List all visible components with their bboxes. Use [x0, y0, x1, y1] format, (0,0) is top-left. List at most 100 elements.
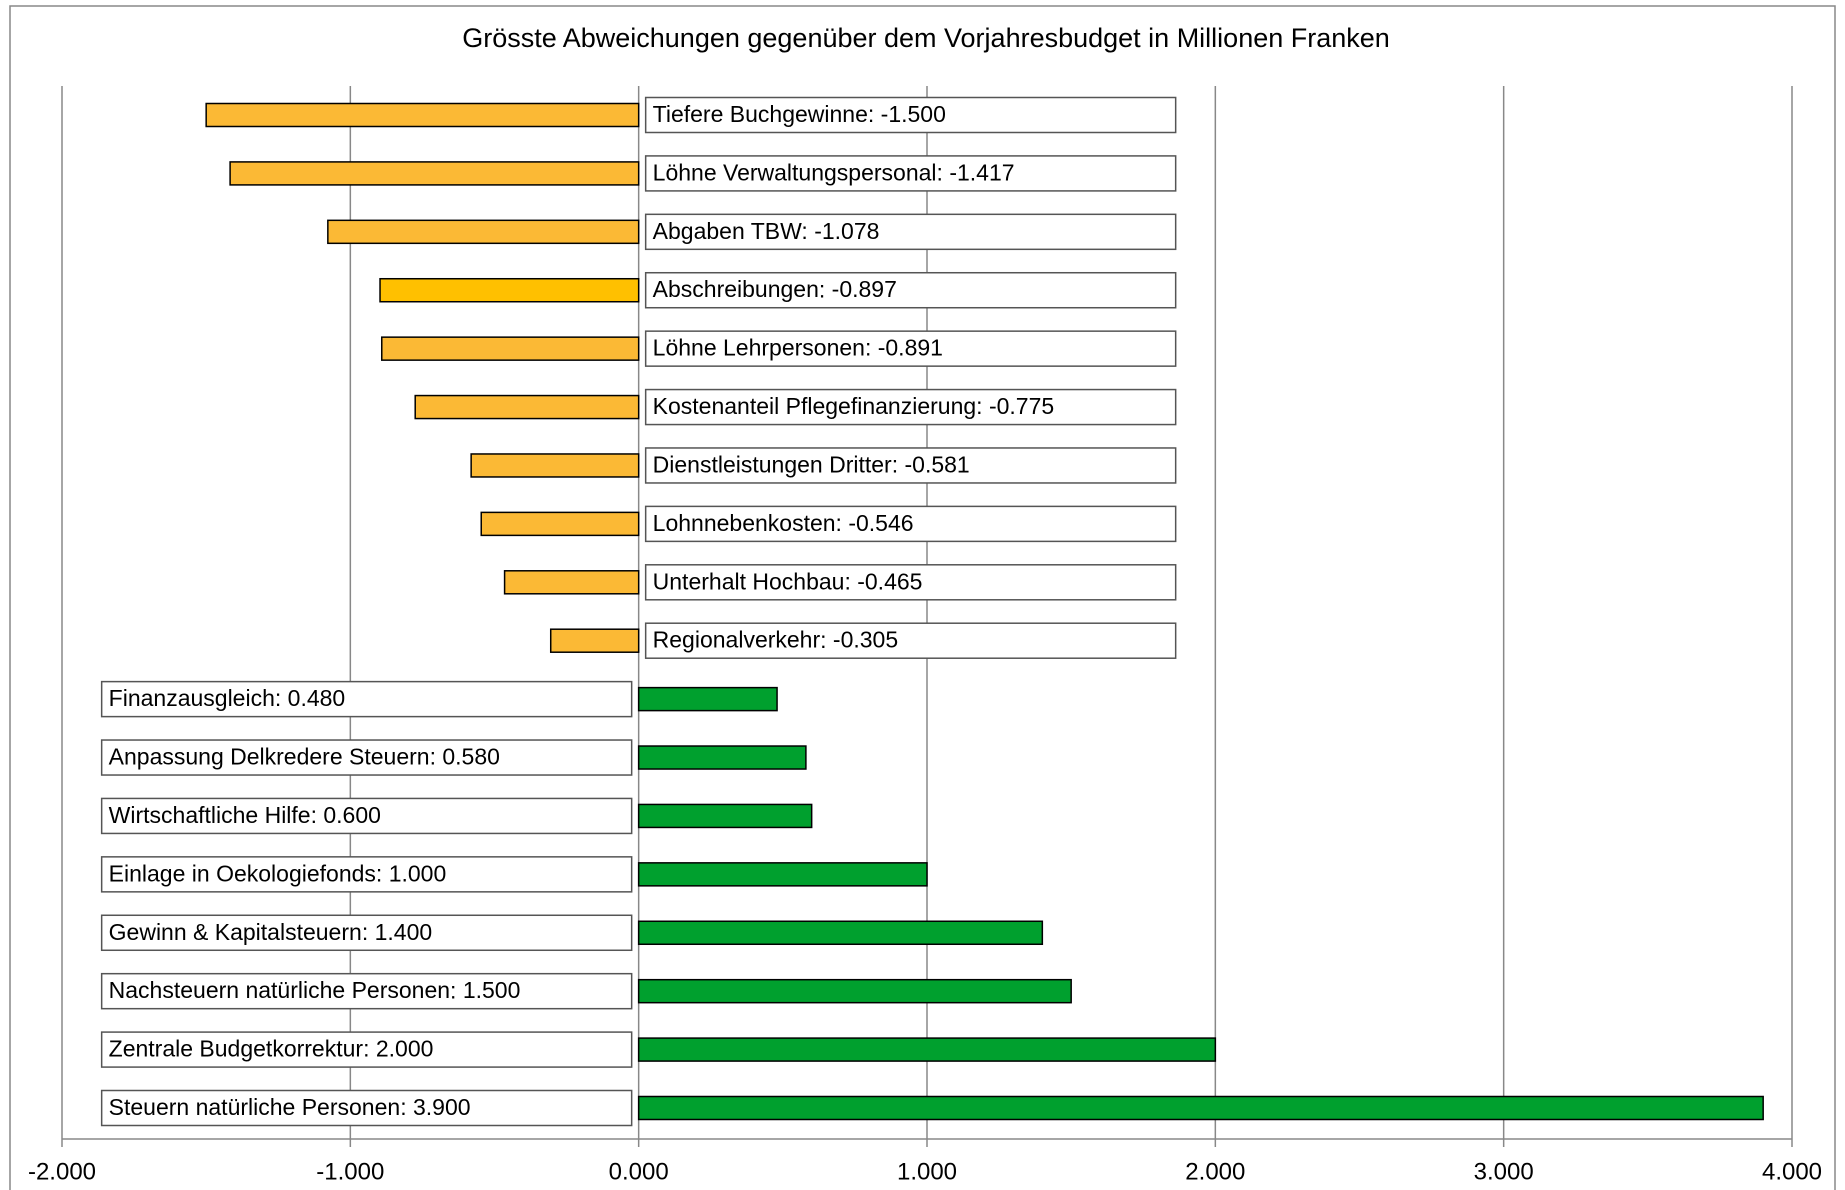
label-box	[644, 96, 1177, 134]
data-label: Kostenanteil Pflegefinanzierung: -0.775	[653, 393, 1055, 419]
bar	[637, 1037, 1217, 1062]
bar	[637, 862, 928, 887]
bar	[229, 161, 640, 186]
category-label: Finanzausgleich	[109, 685, 275, 711]
category-label: Tiefere Buchgewinne	[653, 101, 868, 127]
value-label: 1.400	[375, 919, 433, 945]
category-label: Nachsteuern natürliche Personen	[109, 977, 450, 1003]
data-label: Tiefere Buchgewinne: -1.500	[653, 101, 946, 127]
value-label: -0.775	[989, 393, 1054, 419]
value-label: -0.305	[833, 627, 898, 653]
bar	[637, 920, 1044, 946]
data-label: Dienstleistungen Dritter: -0.581	[653, 452, 970, 478]
value-label: -0.897	[832, 276, 897, 302]
data-label: Abschreibungen: -0.897	[653, 276, 897, 302]
bar	[637, 745, 807, 770]
label-box	[644, 271, 1177, 309]
x-tick-label: -1.000	[316, 1158, 384, 1185]
value-label: 0.480	[288, 685, 346, 711]
category-label: Wirtschaftliche Hilfe	[109, 802, 311, 828]
data-label: Gewinn & Kapitalsteuern: 1.400	[109, 919, 433, 945]
label-box	[100, 680, 633, 718]
bar	[470, 453, 640, 478]
bar	[205, 102, 640, 128]
label-box	[644, 213, 1177, 251]
data-label: Abgaben TBW: -1.078	[653, 218, 880, 244]
chart-border	[9, 5, 1836, 1190]
value-label: 3.900	[413, 1094, 471, 1120]
bar	[327, 219, 640, 245]
category-label: Abschreibungen	[653, 276, 819, 302]
label-box	[100, 972, 633, 1010]
bar	[503, 570, 640, 595]
x-tick-label: 3.000	[1474, 1158, 1534, 1185]
value-label: -0.891	[878, 335, 943, 361]
label-box	[100, 1089, 633, 1127]
bar	[379, 277, 640, 303]
category-label: Zentrale Budgetkorrektur	[109, 1036, 364, 1062]
value-label: 0.580	[442, 744, 500, 770]
category-label: Lohnnebenkosten	[653, 510, 836, 536]
bar	[480, 511, 640, 537]
data-label: Lohnnebenkosten: -0.546	[653, 510, 914, 536]
bar	[637, 686, 778, 712]
category-label: Unterhalt Hochbau	[653, 568, 845, 594]
label-box	[644, 447, 1177, 484]
x-tick-label: -2.000	[28, 1158, 96, 1185]
label-box	[100, 739, 633, 776]
label-box	[100, 797, 633, 835]
label-box	[644, 155, 1177, 192]
data-label: Nachsteuern natürliche Personen: 1.500	[109, 977, 521, 1003]
bar	[414, 394, 640, 420]
label-box	[644, 505, 1177, 543]
category-label: Steuern natürliche Personen	[109, 1094, 401, 1120]
bar	[637, 1095, 1764, 1121]
data-label: Wirtschaftliche Hilfe: 0.600	[109, 802, 381, 828]
value-label: -0.546	[848, 510, 913, 536]
data-label: Unterhalt Hochbau: -0.465	[653, 568, 923, 594]
data-label: Einlage in Oekologiefonds: 1.000	[109, 860, 447, 886]
value-label: 1.500	[463, 977, 521, 1003]
value-label: 1.000	[389, 860, 447, 886]
value-label: 0.600	[323, 802, 381, 828]
chart-title: Grösste Abweichungen gegenüber dem Vorja…	[462, 23, 1390, 53]
category-label: Anpassung Delkredere Steuern	[109, 744, 430, 770]
label-box	[644, 564, 1177, 601]
value-label: -1.500	[881, 101, 946, 127]
data-label: Regionalverkehr: -0.305	[653, 627, 898, 653]
data-label: Finanzausgleich: 0.480	[109, 685, 346, 711]
value-label: -1.078	[814, 218, 879, 244]
bar	[637, 803, 813, 829]
bar	[381, 336, 640, 361]
data-label: Löhne Verwaltungspersonal: -1.417	[653, 159, 1015, 185]
value-label: 2.000	[376, 1036, 434, 1062]
label-box	[644, 622, 1177, 659]
x-tick-label: 1.000	[897, 1158, 957, 1185]
category-label: Einlage in Oekologiefonds	[109, 860, 376, 886]
bar	[549, 628, 640, 653]
x-tick-label: 0.000	[609, 1158, 669, 1185]
category-label: Löhne Lehrpersonen	[653, 335, 865, 361]
value-label: -0.581	[905, 452, 970, 478]
category-label: Dienstleistungen Dritter	[653, 452, 892, 478]
x-tick-label: 4.000	[1762, 1158, 1822, 1185]
category-label: Regionalverkehr	[653, 627, 821, 653]
data-label: Anpassung Delkredere Steuern: 0.580	[109, 744, 500, 770]
bar	[637, 978, 1072, 1004]
data-label: Zentrale Budgetkorrektur: 2.000	[109, 1036, 434, 1062]
data-label: Steuern natürliche Personen: 3.900	[109, 1094, 471, 1120]
label-box	[100, 856, 633, 893]
category-label: Gewinn & Kapitalsteuern	[109, 919, 362, 945]
label-box	[644, 330, 1177, 367]
label-box	[100, 1031, 633, 1068]
category-label: Löhne Verwaltungspersonal	[653, 159, 937, 185]
data-label: Löhne Lehrpersonen: -0.891	[653, 335, 943, 361]
category-label: Kostenanteil Pflegefinanzierung	[653, 393, 977, 419]
label-box	[100, 914, 633, 952]
category-label: Abgaben TBW	[653, 218, 802, 244]
x-tick-label: 2.000	[1185, 1158, 1245, 1185]
value-label: -1.417	[949, 159, 1014, 185]
label-box	[644, 388, 1177, 426]
